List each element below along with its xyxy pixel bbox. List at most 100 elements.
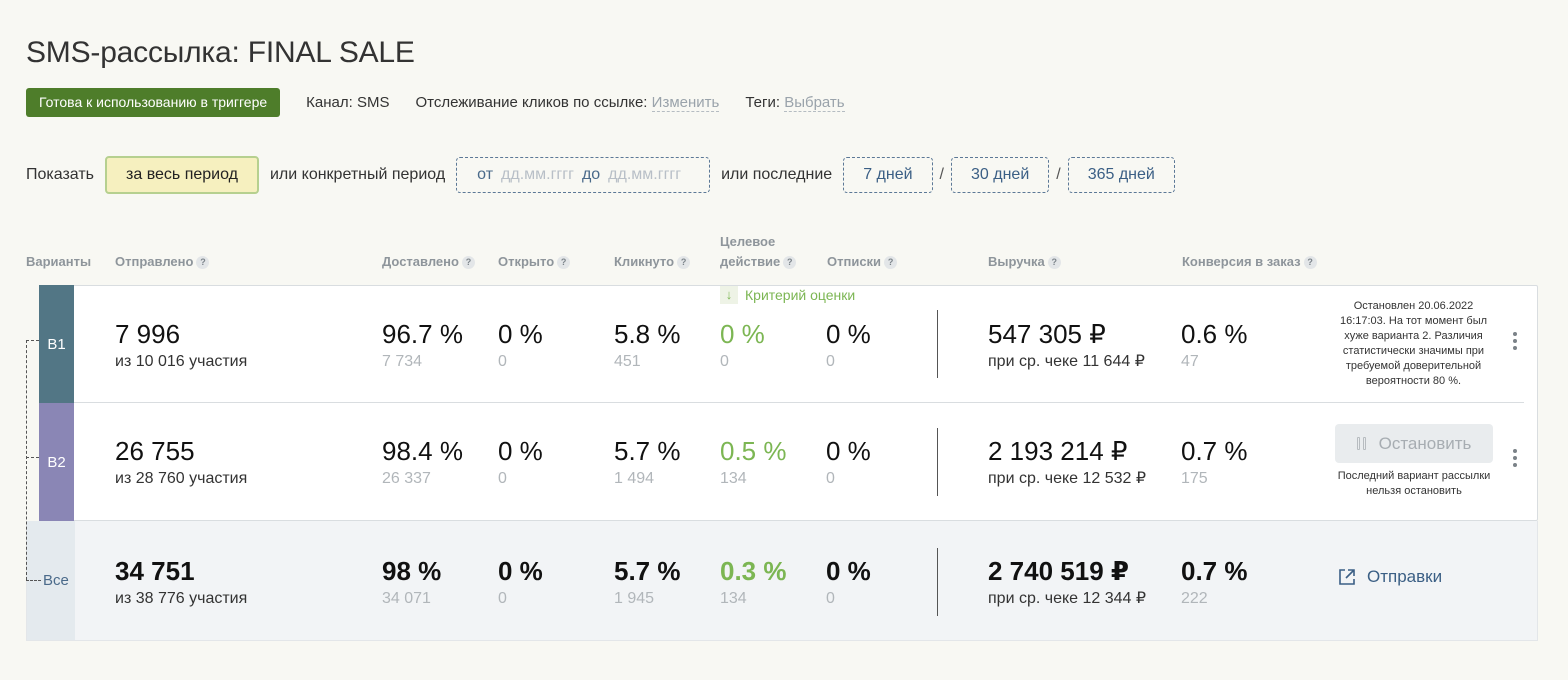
tags-label: Теги:	[745, 94, 781, 111]
variants-box	[39, 285, 1538, 521]
to-date-input[interactable]: дд.мм.гггг	[608, 166, 682, 183]
stop-button-label: Остановить	[1378, 433, 1472, 453]
target-sub: 0	[720, 353, 729, 370]
show-label: Показать	[26, 166, 95, 183]
col-header-target: Целевое действие?	[720, 232, 797, 272]
arrow-down-icon: ↓	[720, 286, 738, 304]
conversion-value: 0.7 %	[1181, 436, 1248, 466]
tracking-label: Отслеживание кликов по ссылке:	[415, 94, 648, 111]
sent-value: 26 755	[115, 436, 195, 466]
date-range-picker[interactable]: от дд.мм.гггг до дд.мм.гггг	[456, 157, 711, 193]
total-row	[26, 521, 1538, 641]
col-header-clicked: Кликнуто?	[614, 252, 691, 272]
tracking-change-link[interactable]: Изменить	[651, 94, 720, 112]
sent-value: 7 996	[115, 319, 181, 349]
help-icon[interactable]: ?	[461, 256, 475, 269]
bracket-tick	[26, 340, 39, 341]
quick-365-days[interactable]: 365 дней	[1067, 157, 1175, 193]
unsub-sub: 0	[826, 470, 835, 487]
pause-icon	[1356, 437, 1366, 450]
cannot-stop-note: Последний вариант рассылки нельзя останов…	[1337, 470, 1491, 497]
delivered-value: 96.7 %	[382, 319, 463, 349]
delivered-value: 98.4 %	[382, 436, 463, 466]
help-icon[interactable]: ?	[196, 256, 210, 269]
tracking-item: Отслеживание кликов по ссылке: Изменить	[415, 94, 720, 112]
target-value: 0.3 %	[720, 556, 787, 586]
target-sub: 134	[720, 590, 747, 607]
conversion-sub: 222	[1181, 590, 1208, 607]
tags-item: Теги: Выбрать	[745, 94, 845, 112]
variant-tag-b2[interactable]: В2	[39, 403, 74, 521]
col-header-opened: Открыто?	[498, 252, 571, 272]
clicked-value: 5.8 %	[614, 319, 681, 349]
help-icon[interactable]: ?	[557, 256, 571, 269]
col-header-revenue: Выручка?	[988, 252, 1061, 272]
sent-sub: из 28 760 участия	[115, 470, 248, 487]
help-icon[interactable]: ?	[783, 256, 797, 269]
revenue-value: 547 305 ₽	[988, 319, 1106, 349]
sent-value: 34 751	[115, 556, 195, 586]
quick-30-days[interactable]: 30 дней	[951, 157, 1050, 193]
all-period-button[interactable]: за весь период	[105, 156, 259, 194]
revenue-value: 2 193 214 ₽	[988, 436, 1128, 466]
column-divider	[937, 310, 938, 378]
variant-tag-b1[interactable]: В1	[39, 285, 74, 403]
tags-choose-link[interactable]: Выбрать	[784, 94, 845, 112]
unsub-value: 0 %	[826, 319, 871, 349]
unsub-sub: 0	[826, 590, 835, 607]
delivered-sub: 34 071	[382, 590, 431, 607]
conversion-sub: 175	[1181, 470, 1208, 487]
stop-button[interactable]: Остановить	[1335, 424, 1493, 463]
col-header-variants: Варианты	[26, 254, 92, 269]
more-menu-icon[interactable]	[1511, 332, 1519, 350]
last-label: или последние	[721, 166, 833, 183]
meta-bar: Готова к использованию в триггере Канал:…	[26, 88, 871, 117]
conversion-value: 0.7 %	[1181, 556, 1248, 586]
page-title: SMS-рассылка: FINAL SALE	[26, 36, 415, 69]
specific-period-label: или конкретный период	[269, 166, 446, 183]
opened-value: 0 %	[498, 436, 543, 466]
target-value: 0 %	[720, 319, 765, 349]
delivered-value: 98 %	[382, 556, 442, 586]
col-header-delivered: Доставлено?	[382, 252, 475, 272]
column-divider	[937, 548, 938, 616]
more-menu-icon[interactable]	[1511, 449, 1519, 467]
criterion-label: Критерий оценки	[745, 287, 856, 303]
conversion-sub: 47	[1181, 353, 1199, 370]
opened-value: 0 %	[498, 319, 543, 349]
criterion-marker: ↓ Критерий оценки	[720, 286, 855, 304]
unsub-value: 0 %	[826, 436, 871, 466]
bracket-tick	[26, 580, 41, 581]
revenue-sub: при ср. чеке 11 644 ₽	[988, 353, 1145, 370]
delivered-sub: 7 734	[382, 353, 423, 370]
slash-separator: /	[1056, 166, 1061, 183]
sends-link[interactable]: Отправки	[1337, 567, 1442, 587]
sends-link-label: Отправки	[1367, 567, 1443, 586]
unsub-value: 0 %	[826, 556, 871, 586]
help-icon[interactable]: ?	[677, 256, 691, 269]
col-header-sent: Отправлено?	[115, 252, 210, 272]
stopped-note: Остановлен 20.06.2022 16:17:03. На тот мо…	[1339, 300, 1488, 387]
col-header-conversion: Конверсия в заказ?	[1182, 252, 1317, 272]
from-date-input[interactable]: дд.мм.гггг	[501, 166, 574, 183]
to-label: до	[581, 166, 601, 183]
delivered-sub: 26 337	[382, 470, 431, 487]
period-filter: Показать за весь период или конкретный п…	[26, 156, 1175, 194]
from-label: от	[477, 166, 494, 183]
help-icon[interactable]: ?	[884, 256, 898, 269]
clicked-value: 5.7 %	[614, 556, 681, 586]
opened-sub: 0	[498, 353, 507, 370]
opened-value: 0 %	[498, 556, 543, 586]
quick-7-days[interactable]: 7 дней	[843, 157, 933, 193]
revenue-sub: при ср. чеке 12 532 ₽	[988, 470, 1147, 487]
unsub-sub: 0	[826, 353, 835, 370]
channel-label: Канал: SMS	[306, 94, 390, 111]
variant-tag-all: Все	[43, 572, 69, 589]
help-icon[interactable]: ?	[1047, 256, 1061, 269]
clicked-sub: 451	[614, 353, 641, 370]
bracket-line	[26, 340, 27, 580]
help-icon[interactable]: ?	[1303, 256, 1317, 269]
external-link-icon	[1339, 569, 1355, 585]
target-value: 0.5 %	[720, 436, 787, 466]
bracket-tick	[26, 457, 39, 458]
